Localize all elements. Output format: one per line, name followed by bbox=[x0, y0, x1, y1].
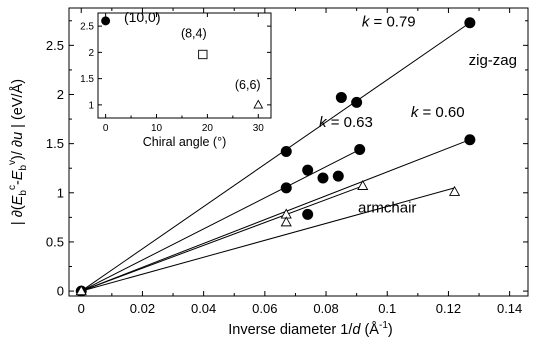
data-point-circle bbox=[302, 208, 314, 220]
y-axis-label-part: u bbox=[10, 132, 26, 140]
x-tick-label: 0.06 bbox=[252, 301, 277, 316]
x-tick-label: 0.1 bbox=[378, 301, 396, 316]
inset-y-tick-label: 1 bbox=[88, 100, 94, 111]
y-axis-label-part: | (eV/Å) bbox=[9, 79, 26, 132]
inset-point-label: (6,6) bbox=[235, 78, 261, 92]
y-axis-label-part: E bbox=[10, 195, 26, 205]
x-axis-label: Inverse diameter 1/d (Å-1) bbox=[228, 320, 392, 338]
y-axis-label-part: c bbox=[7, 185, 18, 190]
data-point-triangle bbox=[75, 285, 87, 296]
data-point-triangle bbox=[280, 216, 292, 227]
slope-symbol: k bbox=[362, 14, 371, 31]
x-tick-label: 0.04 bbox=[191, 301, 216, 316]
x-axis-label-close: ) bbox=[388, 322, 393, 338]
x-axis-label-exponent: -1 bbox=[379, 320, 388, 331]
x-axis-label-unit: (Å bbox=[360, 321, 379, 338]
y-axis-label-part: )/ ∂ bbox=[10, 140, 26, 160]
inset-point-label: (8,4) bbox=[181, 27, 207, 41]
inset-frame bbox=[97, 12, 272, 119]
fit-line bbox=[81, 187, 455, 292]
inset-x-tick-label: 20 bbox=[202, 123, 214, 134]
x-tick-label: 0.08 bbox=[313, 301, 338, 316]
x-axis-label-text: Inverse diameter 1/ bbox=[228, 322, 353, 338]
inset-x-axis-label: Chiral angle (°) bbox=[143, 135, 227, 149]
data-point-circle bbox=[335, 91, 347, 103]
region-label: zig-zag bbox=[469, 52, 517, 69]
data-point-circle bbox=[317, 172, 329, 184]
data-point-triangle bbox=[448, 185, 461, 196]
slope-symbol: k bbox=[411, 104, 420, 121]
slope-value: = 0.79 bbox=[369, 14, 415, 31]
data-point-circle bbox=[464, 134, 476, 146]
y-axis-label-part: b bbox=[18, 190, 29, 196]
x-tick-label: 0.14 bbox=[497, 301, 522, 316]
inset-y-tick-label: 2 bbox=[88, 48, 94, 59]
y-tick-label: 0 bbox=[57, 284, 64, 299]
fit-line bbox=[81, 185, 363, 292]
y-tick-label: 1.5 bbox=[46, 136, 64, 151]
y-axis-label-part: | ∂( bbox=[10, 205, 26, 225]
y-axis-label-part: - bbox=[10, 180, 26, 185]
data-point-circle bbox=[354, 144, 366, 156]
inset-y-tick-label: 1.5 bbox=[80, 74, 94, 85]
inset-point-filled-circle bbox=[101, 16, 111, 26]
y-tick-label: 1 bbox=[57, 185, 64, 200]
main-plot: 0 0.02 0.04 0.06 0.08 0.1 0.12 0.14 0 0.5 1 1.5 2 2.5… bbox=[7, 7, 529, 338]
plot-frame bbox=[68, 7, 529, 297]
slope-annotation: k = 0.63 bbox=[319, 114, 373, 131]
x-tick-label: 0.12 bbox=[436, 301, 461, 316]
inset-plot: 0 10 20 30 1 1.5 2 2.5 (10,0) (8,4) (6,6) Chiral an… bbox=[80, 9, 272, 149]
slope-value: = 0.60 bbox=[418, 104, 464, 121]
region-label: armchair bbox=[358, 199, 416, 216]
inset-x-tick-label: 10 bbox=[151, 123, 163, 134]
y-tick-label: 0.5 bbox=[46, 234, 64, 249]
fit-line bbox=[81, 139, 471, 292]
data-point-circle bbox=[302, 164, 314, 176]
inset-point-open-square bbox=[198, 49, 208, 60]
slope-value: = 0.63 bbox=[327, 114, 373, 131]
fit-line bbox=[81, 149, 360, 292]
data-point-circle bbox=[280, 182, 292, 194]
y-axis-label-part: b bbox=[18, 165, 29, 171]
y-tick-label: 2.5 bbox=[46, 38, 64, 53]
inset-point-open-triangle bbox=[253, 99, 264, 109]
slope-symbol: k bbox=[319, 114, 328, 131]
x-axis-label-variable: d bbox=[352, 322, 361, 338]
fit-line bbox=[80, 22, 471, 292]
data-point-circle bbox=[332, 170, 344, 182]
y-tick-label: 2 bbox=[57, 87, 64, 102]
x-tick-label: 0 bbox=[78, 301, 85, 316]
x-tick-label: 0.02 bbox=[130, 301, 155, 316]
data-point-triangle bbox=[357, 179, 369, 190]
y-axis-label-part: v bbox=[7, 160, 18, 165]
inset-y-tick-label: 2.5 bbox=[80, 22, 94, 33]
inset-point-label: (10,0) bbox=[124, 9, 161, 25]
slope-annotation: k = 0.79 bbox=[362, 14, 416, 31]
data-point-circle bbox=[280, 146, 292, 158]
slope-annotation: k = 0.60 bbox=[411, 104, 465, 121]
data-point-circle bbox=[351, 96, 363, 108]
data-point-circle bbox=[464, 17, 476, 29]
inset-x-tick-label: 0 bbox=[103, 123, 109, 134]
y-axis-label: | ∂(Ebc-Ebv)/ ∂u | (eV/Å) bbox=[7, 79, 29, 225]
inset-x-tick-label: 30 bbox=[253, 123, 265, 134]
y-axis-label-part: E bbox=[10, 170, 26, 180]
